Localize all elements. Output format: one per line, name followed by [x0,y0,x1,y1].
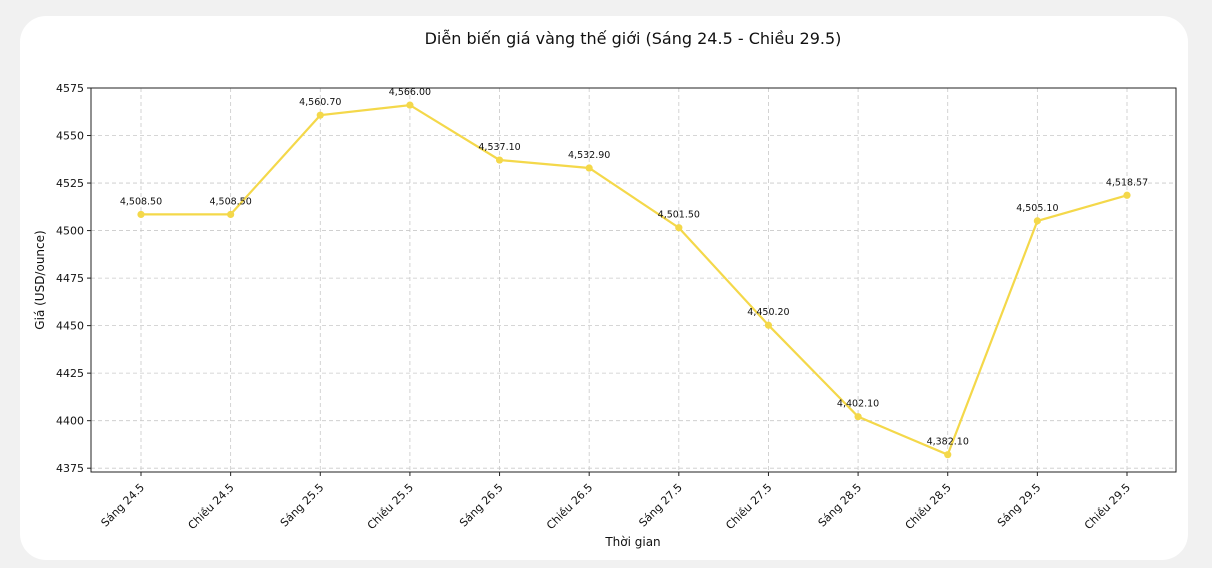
y-tick-label: 4550 [56,130,84,143]
data-labels: 4,508.50 4,508.50 4,560.70 4,566.00 4,537.10… [120,87,1148,448]
data-label: 4,402.10 [837,399,879,410]
x-tick-label: Chiều 24.5 [186,481,237,532]
x-tick-label: Sáng 29.5 [995,481,1044,530]
series-line [141,103,1128,457]
y-axis-label: Giá (USD/ounce) [33,230,47,329]
chart-card [20,16,1188,560]
data-point [316,111,324,119]
y-tick-label: 4500 [56,225,84,238]
data-point [854,413,862,421]
y-tick-label: 4450 [56,320,84,333]
data-point [944,451,952,459]
data-label: 4,501.50 [658,210,700,221]
data-points [137,101,1131,459]
x-tick-label: Sáng 27.5 [636,481,685,530]
x-axis-label: Thời gian [604,535,660,549]
x-tick-label: Sáng 24.5 [99,481,148,530]
data-point [137,210,145,219]
data-point [1123,191,1131,199]
x-tick-label: Chiều 28.5 [903,481,954,532]
y-axis: 4375 4400 4425 4450 4475 4500 4525 4550 4575 [56,82,91,475]
data-label: 4,537.10 [478,142,520,153]
x-tick-label: Chiều 29.5 [1082,481,1133,532]
y-tick-label: 4525 [56,177,84,190]
chart-title: Diễn biến giá vàng thế giới (Sáng 24.5 -… [425,29,842,48]
grid [91,87,1176,472]
data-point [585,164,593,172]
data-label: 4,508.50 [120,196,162,207]
data-label: 4,566.00 [389,87,431,98]
x-tick-label: Chiều 27.5 [723,481,774,532]
x-tick-label: Chiều 26.5 [544,481,595,532]
data-point [227,210,235,219]
y-tick-label: 4375 [56,462,84,475]
data-label: 4,382.10 [927,437,969,448]
data-label: 4,450.20 [747,307,789,318]
data-label: 4,518.57 [1106,177,1148,188]
x-tick-label: Sáng 25.5 [278,481,327,530]
y-tick-label: 4425 [56,367,84,380]
data-point [495,156,504,164]
data-label: 4,508.50 [209,196,251,207]
plot-area [90,87,1177,473]
data-point [406,101,414,109]
x-axis: Sáng 24.5 Chiều 24.5 Sáng 25.5 Chiều 25.5 Sá… [99,472,1133,532]
data-label: 4,505.10 [1016,203,1058,214]
data-point [1033,217,1041,225]
x-tick-label: Chiều 25.5 [365,481,416,532]
data-point [764,321,773,329]
data-label: 4,560.70 [299,97,341,108]
x-tick-label: Sáng 28.5 [816,481,865,530]
data-point [675,224,683,232]
y-tick-label: 4400 [56,415,84,428]
y-tick-label: 4475 [56,272,84,285]
data-label: 4,532.90 [568,150,610,161]
x-tick-label: Sáng 26.5 [457,481,506,530]
y-tick-label: 4575 [56,82,84,95]
